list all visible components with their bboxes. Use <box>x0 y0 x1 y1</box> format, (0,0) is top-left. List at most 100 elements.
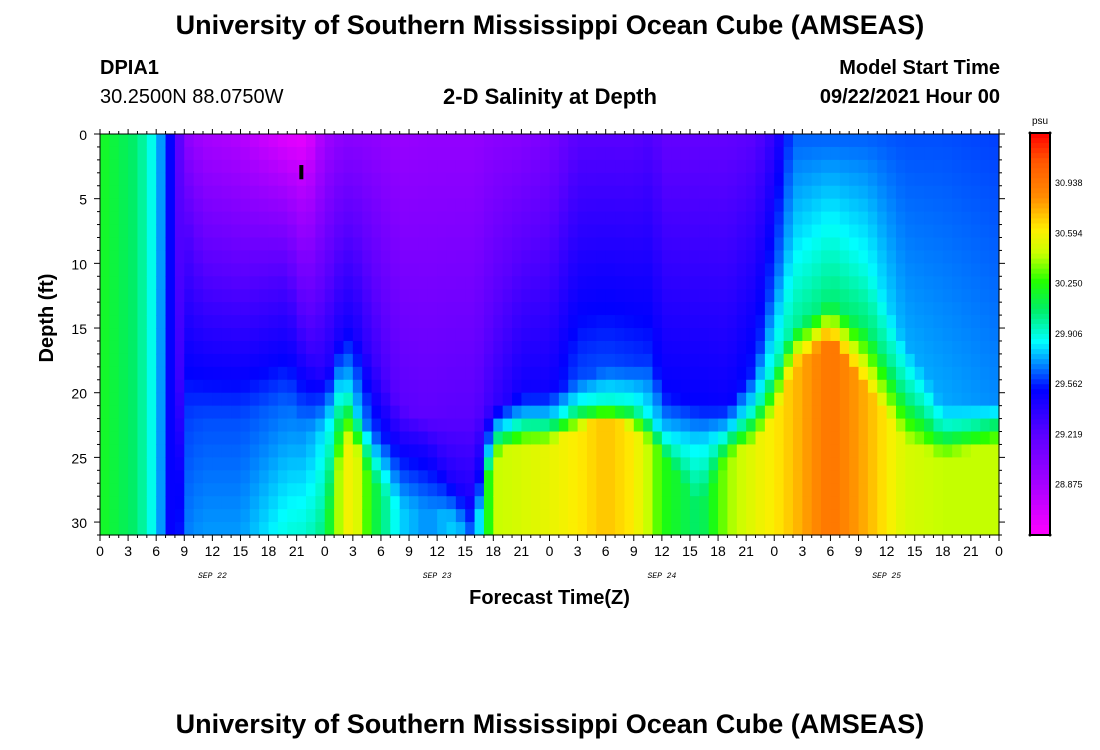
heatmap-cell <box>980 328 991 342</box>
heatmap-cell <box>465 522 476 536</box>
heatmap-cell <box>268 379 279 394</box>
heatmap-cell <box>512 302 522 316</box>
heatmap-cell <box>212 340 223 355</box>
heatmap-cell <box>212 470 223 484</box>
colorbar-swatch <box>1030 414 1050 421</box>
heatmap-cell <box>324 392 335 407</box>
heatmap-cell <box>231 185 242 200</box>
heatmap-cell <box>877 159 888 174</box>
heatmap-cell <box>231 379 242 394</box>
heatmap-cell <box>699 405 710 420</box>
heatmap-cell <box>137 366 148 381</box>
heatmap-cell <box>521 457 532 471</box>
heatmap-cell <box>605 340 616 355</box>
heatmap-cell <box>736 211 747 226</box>
heatmap-cell <box>137 172 148 187</box>
heatmap-cell <box>287 340 298 355</box>
heatmap-cell <box>821 276 832 290</box>
heatmap-cell <box>830 522 841 536</box>
heatmap-cell <box>465 340 476 355</box>
heatmap-cell <box>221 405 232 420</box>
heatmap-cell <box>652 366 663 381</box>
heatmap-cell <box>418 211 429 226</box>
colorbar-swatch <box>1030 303 1050 310</box>
heatmap-cell <box>334 509 345 523</box>
heatmap-cell <box>296 366 307 381</box>
heatmap-cell <box>708 289 719 303</box>
heatmap-cell <box>409 340 419 355</box>
heatmap-cell <box>521 444 532 458</box>
heatmap-cell <box>474 172 485 187</box>
heatmap-cell <box>774 366 785 381</box>
heatmap-cell <box>540 328 551 342</box>
heatmap-cell <box>296 405 307 420</box>
heatmap-cell <box>727 340 738 355</box>
heatmap-cell <box>465 379 476 394</box>
heatmap-cell <box>886 496 897 510</box>
heatmap-cell <box>156 379 167 394</box>
heatmap-cell <box>530 522 541 536</box>
heatmap-cell <box>352 379 363 394</box>
heatmap-cell <box>680 134 691 148</box>
heatmap-cell <box>577 315 588 329</box>
heatmap-cell <box>259 172 270 187</box>
heatmap-cell <box>221 250 232 264</box>
heatmap-cell <box>362 366 373 381</box>
heatmap-cell <box>334 483 345 497</box>
heatmap-cell <box>137 250 148 264</box>
heatmap-cell <box>615 353 626 368</box>
heatmap-cell <box>137 263 148 277</box>
heatmap-cell <box>746 405 757 420</box>
heatmap-cell <box>380 379 391 394</box>
heatmap-cell <box>109 263 120 277</box>
heatmap-cell <box>821 328 832 342</box>
heatmap-cell <box>296 198 307 213</box>
heatmap-cell <box>558 224 569 239</box>
heatmap-cell <box>952 366 963 381</box>
heatmap-cell <box>409 470 419 484</box>
heatmap-cell <box>605 392 616 407</box>
heatmap-cell <box>118 328 129 342</box>
heatmap-cell <box>867 315 878 329</box>
heatmap-cell <box>399 353 410 368</box>
heatmap-cell <box>596 159 607 174</box>
heatmap-cell <box>970 431 981 446</box>
heatmap-cell <box>231 198 242 213</box>
heatmap-cell <box>409 146 419 161</box>
heatmap-cell <box>343 276 354 290</box>
heatmap-cell <box>980 276 991 290</box>
heatmap-cell <box>970 146 981 161</box>
heatmap-cell <box>259 263 270 277</box>
heatmap-cell <box>689 522 700 536</box>
heatmap-cell <box>736 431 747 446</box>
heatmap-cell <box>708 172 719 187</box>
heatmap-cell <box>306 470 316 484</box>
heatmap-cell <box>231 263 242 277</box>
heatmap-cell <box>306 444 316 458</box>
heatmap-cell <box>249 198 260 213</box>
x-tick-label: 12 <box>429 543 445 559</box>
heatmap-cell <box>802 134 813 148</box>
heatmap-cell <box>352 509 363 523</box>
heatmap-cell <box>212 250 223 264</box>
heatmap-cell <box>867 211 878 226</box>
heatmap-cell <box>268 496 279 510</box>
colorbar-swatch <box>1030 313 1050 320</box>
heatmap-cell <box>296 444 307 458</box>
heatmap-cell <box>315 379 326 394</box>
heatmap-cell <box>203 172 213 187</box>
heatmap-cell <box>137 470 148 484</box>
heatmap-cell <box>156 185 167 200</box>
heatmap-cell <box>483 405 494 420</box>
heatmap-cell <box>530 470 541 484</box>
heatmap-cell <box>165 366 176 381</box>
heatmap-cell <box>512 185 522 200</box>
heatmap-cell <box>746 353 757 368</box>
heatmap-cell <box>858 172 869 187</box>
heatmap-cell <box>811 496 822 510</box>
heatmap-cell <box>989 172 1000 187</box>
heatmap-cell <box>184 146 195 161</box>
heatmap-cell <box>334 211 345 226</box>
heatmap-cell <box>783 289 794 303</box>
heatmap-cell <box>184 302 195 316</box>
